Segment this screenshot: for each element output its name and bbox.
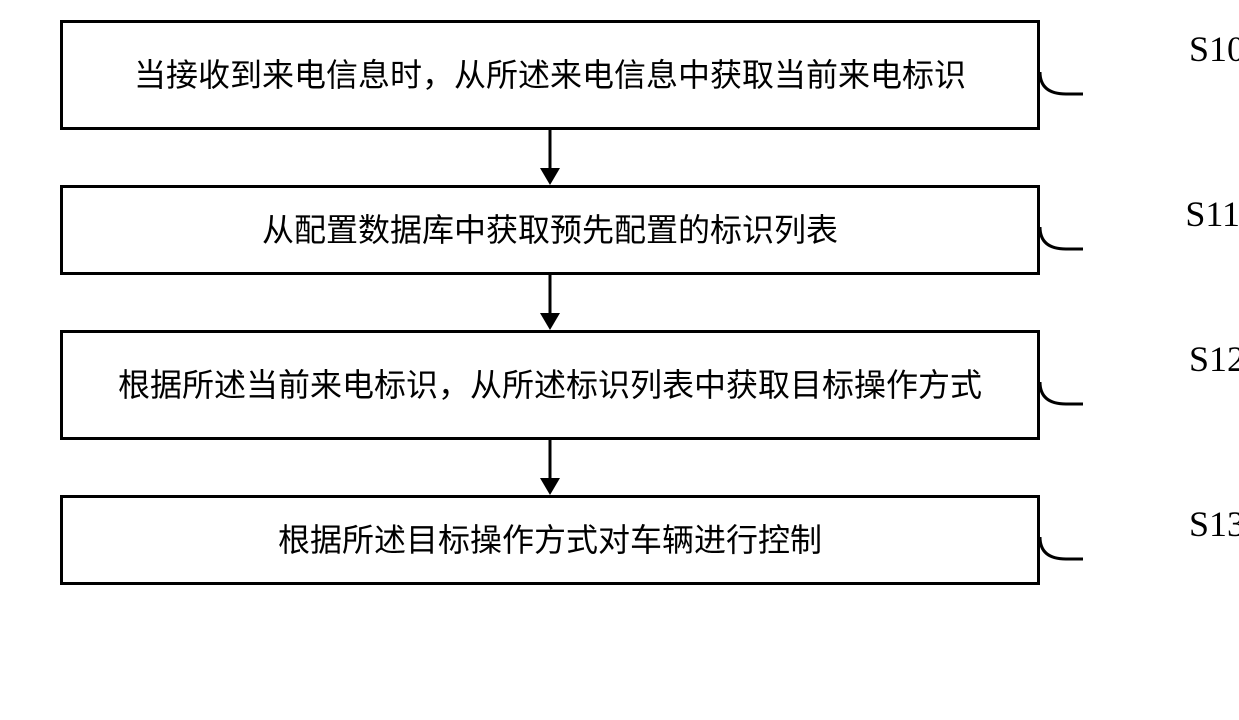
step-box-s13: 根据所述目标操作方式对车辆进行控制 [60,495,1040,585]
connector-s10 [1038,22,1108,102]
step-text-s12: 根据所述当前来电标识，从所述标识列表中获取目标操作方式 [118,363,982,408]
step-text-s13: 根据所述目标操作方式对车辆进行控制 [278,518,822,563]
connector-s12 [1038,332,1108,412]
step-row-s10: 当接收到来电信息时，从所述来电信息中获取当前来电标识 S10 [60,20,1180,130]
arrow-icon [530,130,570,185]
step-row-s13: 根据所述目标操作方式对车辆进行控制 S13 [60,495,1180,585]
arrow-icon [530,275,570,330]
step-label-s10: S10 [1189,28,1239,70]
step-text-s11: 从配置数据库中获取预先配置的标识列表 [262,208,838,253]
arrow-s11-s12 [60,275,1040,330]
step-text-s10: 当接收到来电信息时，从所述来电信息中获取当前来电标识 [134,53,966,98]
step-row-s12: 根据所述当前来电标识，从所述标识列表中获取目标操作方式 S12 [60,330,1180,440]
step-label-s12: S12 [1189,338,1239,380]
connector-s11 [1038,187,1108,262]
step-label-s11: S11 [1185,193,1239,235]
step-row-s11: 从配置数据库中获取预先配置的标识列表 S11 [60,185,1180,275]
connector-s13 [1038,497,1108,572]
flowchart-container: 当接收到来电信息时，从所述来电信息中获取当前来电标识 S10 从配置数据库中获取… [60,20,1180,585]
step-box-s12: 根据所述当前来电标识，从所述标识列表中获取目标操作方式 [60,330,1040,440]
arrow-s12-s13 [60,440,1040,495]
step-box-s10: 当接收到来电信息时，从所述来电信息中获取当前来电标识 [60,20,1040,130]
step-label-s13: S13 [1189,503,1239,545]
arrow-icon [530,440,570,495]
step-box-s11: 从配置数据库中获取预先配置的标识列表 [60,185,1040,275]
arrow-s10-s11 [60,130,1040,185]
